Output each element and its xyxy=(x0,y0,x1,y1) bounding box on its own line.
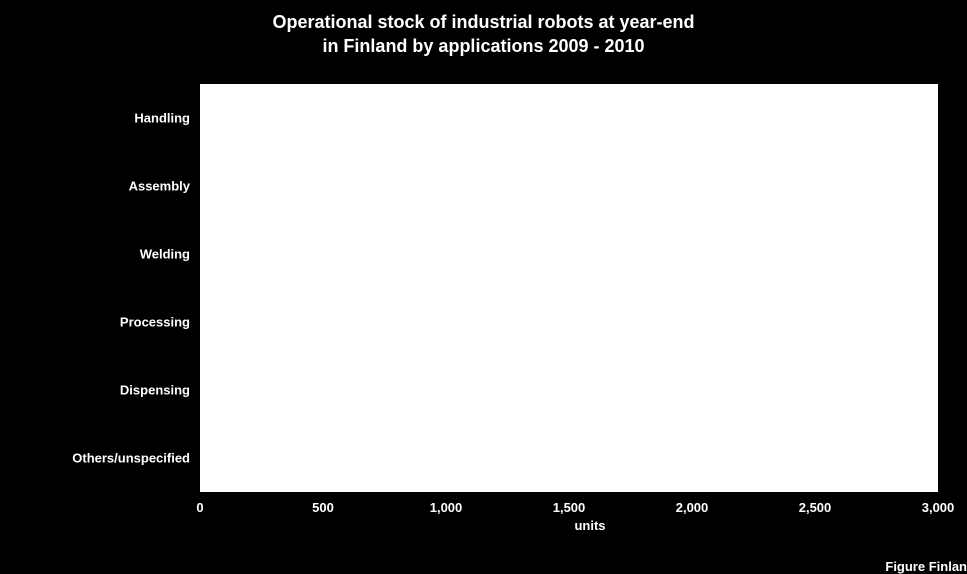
xtick-500: 500 xyxy=(312,500,334,515)
plot-area xyxy=(200,84,938,492)
figure-footer: Figure Finlan xyxy=(885,559,967,574)
xtick-2500: 2,500 xyxy=(799,500,832,515)
ytick-others-unspecified: Others/unspecified xyxy=(0,451,190,466)
ytick-processing: Processing xyxy=(0,315,190,330)
ytick-dispensing: Dispensing xyxy=(0,383,190,398)
xtick-1500: 1,500 xyxy=(553,500,586,515)
ytick-handling: Handling xyxy=(0,111,190,126)
chart-title: Operational stock of industrial robots a… xyxy=(0,0,967,59)
ytick-assembly: Assembly xyxy=(0,179,190,194)
xtick-1000: 1,000 xyxy=(430,500,463,515)
xtick-3000: 3,000 xyxy=(922,500,955,515)
ytick-welding: Welding xyxy=(0,247,190,262)
chart-title-line1: Operational stock of industrial robots a… xyxy=(272,12,694,32)
xaxis-label: units xyxy=(574,518,605,533)
xtick-2000: 2,000 xyxy=(676,500,709,515)
chart-title-line2: in Finland by applications 2009 - 2010 xyxy=(322,36,644,56)
xtick-0: 0 xyxy=(196,500,203,515)
